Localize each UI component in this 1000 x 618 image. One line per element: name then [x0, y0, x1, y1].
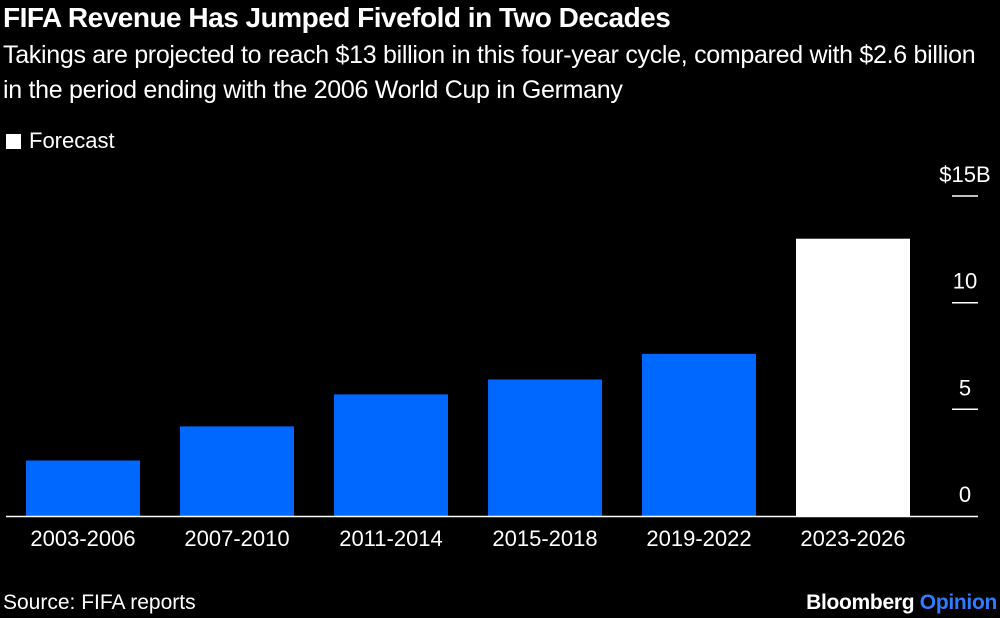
bar-2011-2014 [334, 394, 448, 516]
legend-label-forecast: Forecast [29, 128, 115, 153]
x-tick-label: 2003-2006 [30, 526, 135, 551]
chart-title: FIFA Revenue Has Jumped Fivefold in Two … [3, 2, 671, 33]
y-tick-label: 5 [959, 375, 971, 400]
bar-2019-2022 [642, 353, 756, 516]
x-tick-label: 2019-2022 [646, 526, 751, 551]
brand-secondary: Opinion [919, 591, 998, 614]
chart-subtitle: Takings are projected to reach $13 billi… [3, 41, 976, 104]
bar-2023-2026 [796, 238, 910, 516]
x-tick-label: 2011-2014 [339, 526, 443, 551]
legend-swatch-forecast [6, 133, 21, 149]
x-tick-label: 2015-2018 [492, 526, 597, 551]
bar-2003-2006 [26, 460, 140, 516]
x-tick-label: 2007-2010 [184, 526, 289, 551]
y-tick-label: $15B [939, 162, 990, 187]
brand-logo: Bloomberg Opinion [806, 591, 997, 615]
bar-2015-2018 [488, 379, 602, 516]
bar-2007-2010 [180, 426, 294, 516]
y-tick-label: 0 [959, 482, 971, 507]
legend: Forecast [6, 128, 115, 154]
x-tick-label: 2023-2026 [800, 526, 905, 551]
y-tick-label: 10 [953, 269, 977, 294]
brand-primary: Bloomberg [806, 591, 915, 614]
source-note: Source: FIFA reports [3, 591, 196, 614]
